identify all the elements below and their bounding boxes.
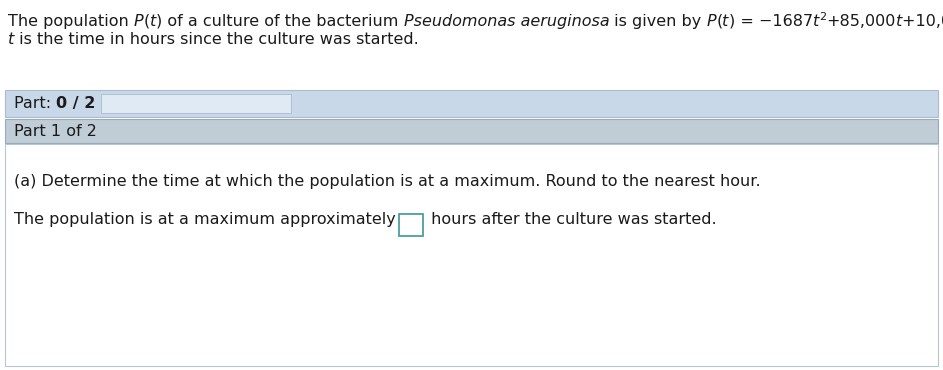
Text: t: t [722,14,729,29]
Bar [399,214,422,236]
Bar [5,90,938,117]
Text: is given by: is given by [609,14,706,29]
Text: The population is at a maximum approximately: The population is at a maximum approxima… [14,212,396,227]
Bar [5,144,938,366]
Text: (: ( [143,14,150,29]
Text: t: t [896,14,902,29]
Bar [101,94,290,113]
Text: t: t [150,14,156,29]
Text: (: ( [716,14,722,29]
Bar [5,119,938,143]
Text: Part 1 of 2: Part 1 of 2 [14,124,97,138]
Text: +85,000: +85,000 [826,14,896,29]
Text: P: P [706,14,716,29]
Text: is the time in hours since the culture was started.: is the time in hours since the culture w… [14,32,419,47]
Text: +10,000, where: +10,000, where [902,14,943,29]
Text: ) = −1687: ) = −1687 [729,14,813,29]
Text: ) of a culture of the bacterium: ) of a culture of the bacterium [156,14,404,29]
Text: Pseudomonas aeruginosa: Pseudomonas aeruginosa [404,14,609,29]
Text: hours after the culture was started.: hours after the culture was started. [425,212,717,227]
Text: t: t [813,14,819,29]
Text: t: t [8,32,14,47]
Text: The population: The population [8,14,134,29]
Text: P: P [134,14,143,29]
Text: 2: 2 [819,12,826,22]
Text: Part:: Part: [14,96,57,111]
Text: (a) Determine the time at which the population is at a maximum. Round to the nea: (a) Determine the time at which the popu… [14,174,761,189]
Text: 0 / 2: 0 / 2 [57,96,95,111]
